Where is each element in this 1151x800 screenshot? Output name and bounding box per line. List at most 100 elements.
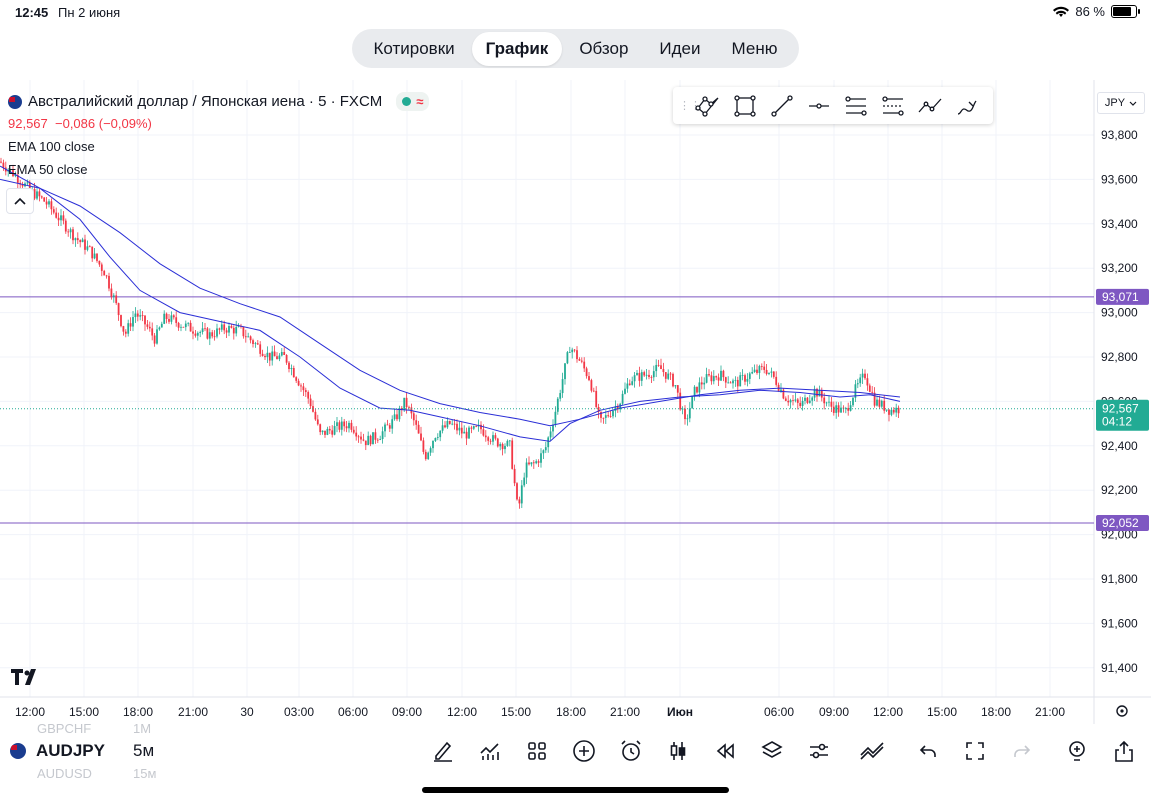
candle-body xyxy=(847,408,850,411)
rectangle-tool-icon[interactable] xyxy=(726,87,763,124)
market-status-pill[interactable]: ≈ xyxy=(396,92,430,111)
candle-body xyxy=(189,322,192,332)
candle-body xyxy=(199,331,202,333)
symbol-selector[interactable]: AUDJPY xyxy=(10,741,105,761)
home-indicator[interactable] xyxy=(422,787,729,793)
status-bar: 12:45 Пн 2 июня 86 % xyxy=(0,0,1151,24)
candle-body xyxy=(302,386,305,391)
share-button[interactable] xyxy=(1109,736,1139,766)
path-tool-icon[interactable] xyxy=(911,87,948,124)
settings-button[interactable] xyxy=(804,736,834,766)
candle-body xyxy=(388,425,391,429)
candle-body xyxy=(124,331,127,334)
candle-body xyxy=(484,435,487,438)
candle-body xyxy=(177,322,180,328)
symbol-title[interactable]: Австралийский доллар / Японская иена · 5… xyxy=(28,93,383,110)
candle-body xyxy=(672,373,674,387)
undo-button[interactable] xyxy=(913,736,943,766)
candle-body xyxy=(408,407,410,408)
share-icon xyxy=(1115,740,1133,762)
candle-body xyxy=(801,400,804,406)
candle-body xyxy=(319,424,322,433)
candle-body xyxy=(470,427,473,429)
candle-body xyxy=(780,389,782,391)
replay-button[interactable] xyxy=(710,736,740,766)
layouts-button[interactable] xyxy=(522,736,552,766)
parallel-channel-tool-icon[interactable] xyxy=(874,87,911,124)
fib-retracement-tool-icon[interactable] xyxy=(837,87,874,124)
price-tick-label: 93,600 xyxy=(1101,172,1138,186)
candle-body xyxy=(309,398,312,407)
tab-overview[interactable]: Обзор xyxy=(579,38,629,58)
candle-body xyxy=(885,409,888,411)
candle-body xyxy=(852,397,854,406)
chart-type-button[interactable] xyxy=(663,736,693,766)
candle-body xyxy=(525,462,528,478)
candle-body xyxy=(609,416,612,417)
candle-body xyxy=(213,336,216,338)
ema-50-line[interactable] xyxy=(0,165,901,442)
candle-body xyxy=(775,376,778,385)
pencil-icon xyxy=(434,741,452,762)
redo-button[interactable] xyxy=(1007,736,1037,766)
candle-body xyxy=(67,231,70,233)
candle-body xyxy=(136,313,139,317)
time-tick-label: 12:00 xyxy=(447,705,477,719)
drag-handle-icon[interactable]: ⋮⋮ xyxy=(679,99,701,112)
candle-body xyxy=(720,370,722,381)
drawing-toolbar: ⋮⋮ xyxy=(673,87,993,124)
tab-ideas[interactable]: Идеи xyxy=(659,38,701,58)
candle-body xyxy=(444,425,446,428)
candle-body xyxy=(504,445,506,450)
time-tick-label: 30 xyxy=(240,705,254,719)
settings-gear-icon[interactable] xyxy=(1116,705,1128,717)
indicator-ema50[interactable]: EMA 50 close xyxy=(8,162,88,177)
compare-button[interactable] xyxy=(569,736,599,766)
drawing-tools-button[interactable] xyxy=(428,736,458,766)
candle-body xyxy=(230,326,233,328)
currency-selector[interactable]: JPY xyxy=(1097,92,1145,114)
ideas-button[interactable] xyxy=(1062,736,1092,766)
candle-body xyxy=(16,174,19,183)
candle-body xyxy=(76,238,79,241)
ghost-symbol-bottom: AUDUSD xyxy=(37,766,92,781)
candle-body xyxy=(494,435,497,439)
price-tick-label: 91,400 xyxy=(1101,661,1138,675)
tab-chart[interactable]: График xyxy=(471,31,563,66)
candle-body xyxy=(64,220,67,232)
ema-100-line[interactable] xyxy=(0,178,901,427)
candle-body xyxy=(830,401,833,407)
candle-body xyxy=(892,409,895,413)
candle-body xyxy=(427,452,430,460)
candle-body xyxy=(381,431,384,440)
tab-menu[interactable]: Меню xyxy=(731,38,778,58)
candle-body xyxy=(698,382,701,393)
candle-body xyxy=(844,408,847,409)
candle-body xyxy=(784,398,787,401)
tab-quotes[interactable]: Котировки xyxy=(373,38,455,58)
price-tick-label: 91,600 xyxy=(1101,616,1138,630)
candle-body xyxy=(880,400,883,407)
collapse-legend-button[interactable] xyxy=(6,188,34,214)
trend-line-tool-icon[interactable] xyxy=(763,87,800,124)
candle-body xyxy=(144,315,146,325)
candle-body xyxy=(549,431,552,438)
candle-body xyxy=(458,427,461,431)
candle-body xyxy=(794,399,797,401)
candle-body xyxy=(300,385,302,387)
indicator-ema100[interactable]: EMA 100 close xyxy=(8,139,95,154)
object-tree-button[interactable] xyxy=(757,736,787,766)
fullscreen-button[interactable] xyxy=(960,736,990,766)
brush-tool-icon[interactable] xyxy=(948,87,985,124)
candle-body xyxy=(864,373,866,379)
multi-chart-button[interactable] xyxy=(858,736,888,766)
candle-body xyxy=(756,369,758,373)
horizontal-ray-tool-icon[interactable] xyxy=(800,87,837,124)
candle-body xyxy=(537,461,540,463)
interval-selector[interactable]: 5м xyxy=(133,741,155,760)
alerts-button[interactable] xyxy=(616,736,646,766)
candle-body xyxy=(38,191,41,197)
indicators-button[interactable] xyxy=(475,736,505,766)
pattern-tool-icon[interactable] xyxy=(689,87,726,124)
